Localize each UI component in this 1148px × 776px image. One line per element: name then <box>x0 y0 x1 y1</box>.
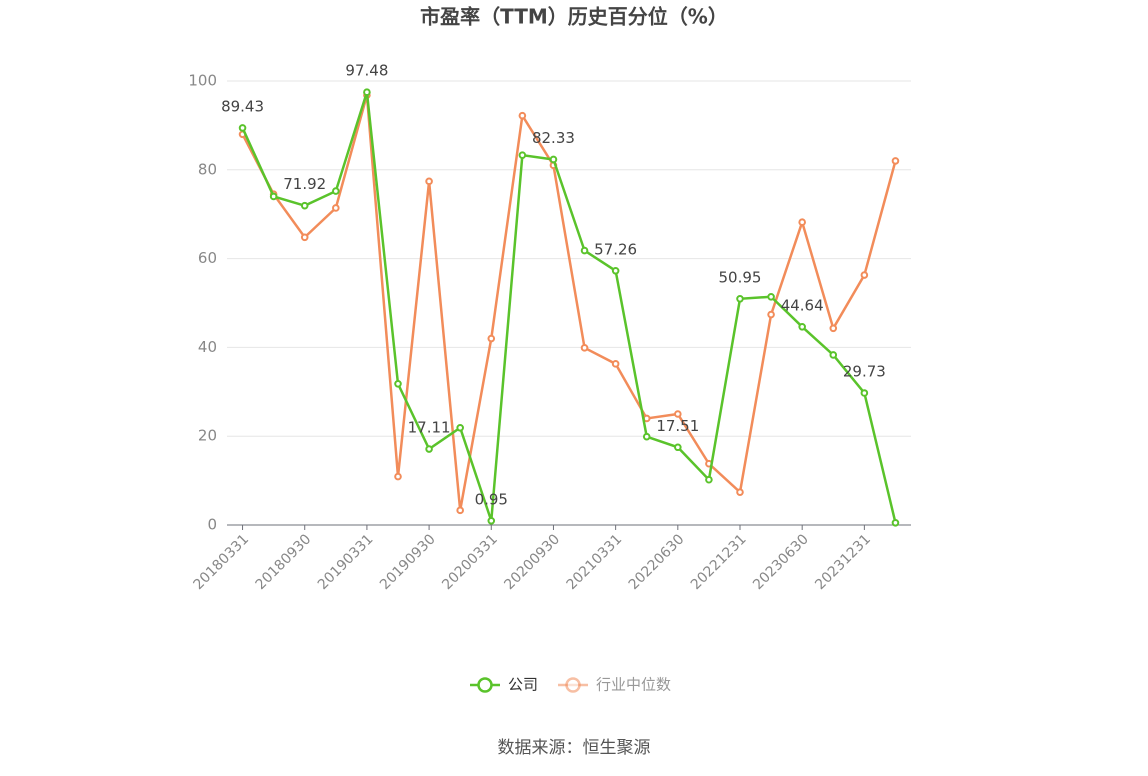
y-tick-label: 40 <box>198 338 217 356</box>
point <box>829 351 838 359</box>
data-label: 71.92 <box>283 175 326 193</box>
point <box>518 111 527 120</box>
point <box>580 344 589 352</box>
legend-icon <box>477 677 493 693</box>
point <box>549 155 558 164</box>
data-label: 44.64 <box>781 296 824 314</box>
point <box>798 322 806 331</box>
point <box>518 151 527 159</box>
point <box>394 472 402 481</box>
point <box>674 443 682 452</box>
point <box>363 88 371 96</box>
x-tick-label: 20180930 <box>253 531 315 593</box>
data-label: 50.95 <box>719 268 762 286</box>
y-tick-label: 60 <box>198 249 217 267</box>
data-label: 89.43 <box>221 97 264 115</box>
data-label: 57.26 <box>594 240 637 258</box>
point <box>487 516 496 525</box>
point <box>860 389 869 397</box>
point <box>332 204 340 212</box>
point <box>611 360 620 368</box>
data-label: 97.48 <box>345 62 388 80</box>
point <box>238 124 247 132</box>
point <box>767 292 775 301</box>
point <box>425 445 433 453</box>
chart-title: 市盈率（TTM）历史百分位（%） <box>420 5 728 29</box>
point <box>300 201 309 210</box>
point <box>891 157 900 165</box>
x-tick-label: 20210331 <box>564 531 626 593</box>
point <box>300 233 309 242</box>
series-line <box>241 94 897 511</box>
y-tick-label: 80 <box>198 160 217 178</box>
point <box>456 506 464 515</box>
x-tick-label: 20190331 <box>315 531 377 593</box>
point <box>829 324 838 333</box>
point <box>891 518 900 527</box>
point <box>642 432 651 441</box>
x-tick-label: 20221231 <box>688 531 750 593</box>
source: 数据来源：恒生聚源 <box>498 738 651 758</box>
series-line <box>241 91 897 524</box>
x-tick-label: 20200331 <box>439 531 501 593</box>
point <box>394 380 402 388</box>
data-label: 82.33 <box>532 129 575 147</box>
point <box>798 218 806 226</box>
point <box>860 271 869 279</box>
legend-icon <box>565 677 581 693</box>
point <box>611 266 620 275</box>
point <box>487 334 496 343</box>
data-label: 29.73 <box>843 362 886 380</box>
x-tick-label: 20230630 <box>750 531 812 593</box>
point <box>580 246 589 255</box>
y-tick-label: 100 <box>188 72 217 90</box>
point <box>705 475 713 484</box>
point <box>456 423 464 432</box>
point <box>736 294 744 303</box>
y-tick-label: 20 <box>198 427 217 445</box>
point <box>332 187 340 195</box>
data-label: 0.95 <box>475 490 508 508</box>
point <box>425 177 433 186</box>
x-tick-label: 20200930 <box>501 531 563 593</box>
x-tick-label: 20220630 <box>626 531 688 593</box>
data-label: 17.11 <box>408 419 451 437</box>
y-tick-label: 0 <box>207 516 217 534</box>
x-tick-label: 20231231 <box>812 531 874 593</box>
point <box>269 192 278 201</box>
legend-label: 公司 <box>508 676 538 694</box>
point <box>767 310 775 319</box>
x-tick-label: 20190930 <box>377 531 439 593</box>
point <box>736 488 744 496</box>
data-label: 17.51 <box>656 417 699 435</box>
point <box>674 410 682 418</box>
legend-label: 行业中位数 <box>596 676 671 694</box>
x-tick-label: 20180331 <box>190 531 252 593</box>
